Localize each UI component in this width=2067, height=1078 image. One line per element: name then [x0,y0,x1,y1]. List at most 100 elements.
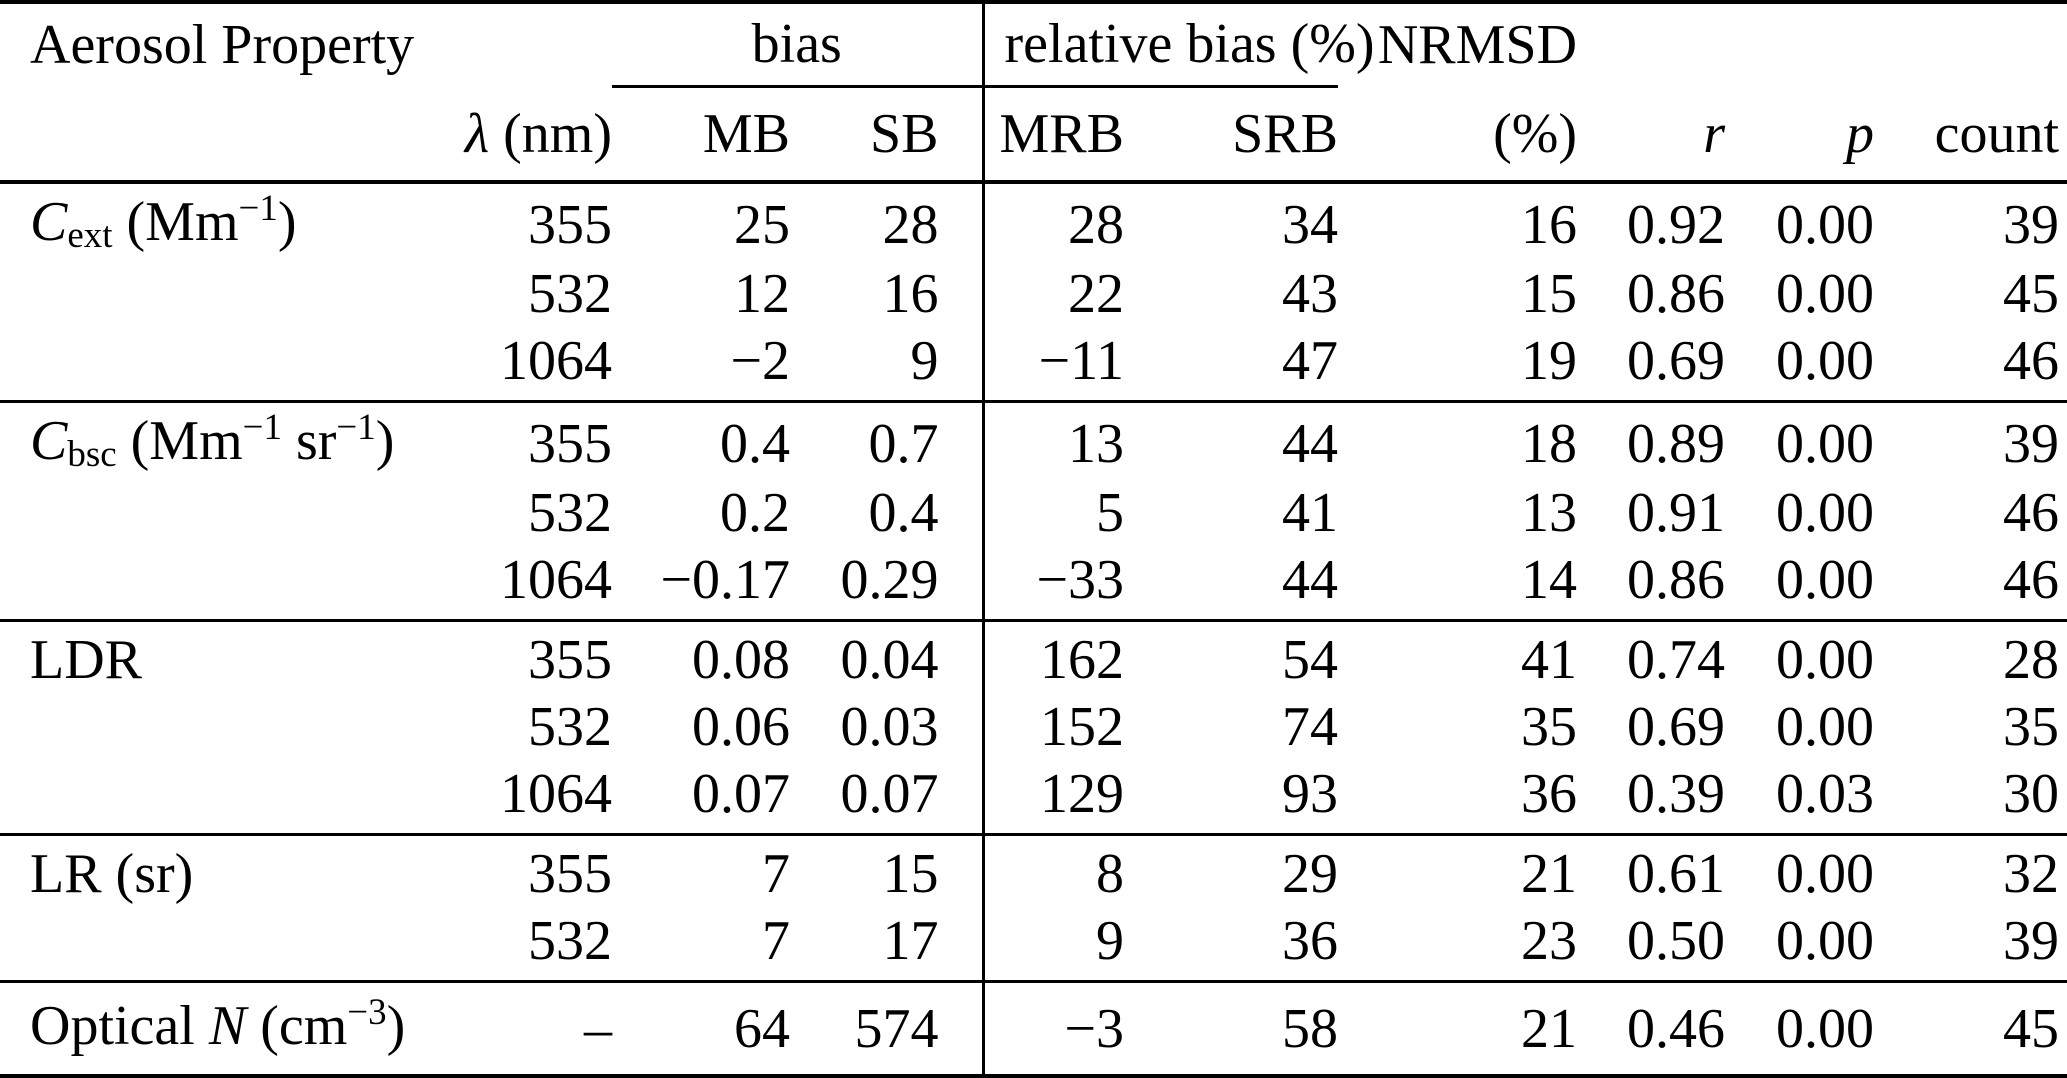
cell-mb: −0.17 [660,549,790,611]
property-spacer [0,908,440,982]
cell-count: 46 [2003,482,2060,544]
cell-count: 39 [2003,412,2060,475]
cell-mrb: 28 [981,182,1124,261]
text-segment: sr [281,410,337,472]
col-header-nrmsd-pct: (%) [1338,86,1578,184]
cell-mb: 0.06 [692,696,790,758]
cell-mb: 7 [762,843,790,905]
cell-mb: 25 [734,193,790,256]
cell-r: 0.39 [1627,763,1726,825]
cell-lambda: 355 [528,843,612,905]
cell-count: 30 [2003,763,2060,825]
subscript-text: bsc [67,432,117,474]
cell-srb: 93 [1282,763,1339,825]
property-label: Cext (Mm−1) [0,182,440,261]
cell-p: 0.00 [1776,549,1875,611]
property-label: Cbsc (Mm−1 sr−1) [0,402,440,481]
cell-mrb: −11 [981,328,1124,402]
cell-mb: 0.2 [720,482,790,544]
table-row: Optical N (cm−3) –64 574 −3 58 21 0.46 0.00 45 [0,981,2067,1076]
cell-count: 39 [2003,910,2060,972]
cell-r: 0.86 [1627,549,1726,611]
cell-p: 0.00 [1776,843,1875,905]
cell-mb: 7 [762,910,790,972]
cell-sb: 0.7 [868,412,939,475]
header-spacer [1874,2,2067,86]
cell-lambda: – [584,997,612,1060]
text-segment: ) [375,410,395,472]
cell-r: 0.50 [1627,910,1726,972]
cell-srb: 43 [1282,263,1339,325]
cell-count: 45 [2003,263,2060,325]
superscript-text: −1 [242,405,282,447]
cell-nrmsd_pct: 15 [1521,263,1578,325]
col-header-mrb: MRB [981,86,1124,184]
cell-count: 39 [2003,193,2060,256]
cell-mrb: 129 [981,761,1124,835]
property-spacer [0,761,440,835]
cell-mrb: −33 [981,547,1124,621]
cell-lambda: 532 [528,482,612,544]
cell-nrmsd_pct: 36 [1521,763,1578,825]
cell-nrmsd_pct: 21 [1521,997,1578,1060]
text-segment: λ [464,103,490,165]
cell-nrmsd_pct: 35 [1521,696,1578,758]
cell-p: 0.00 [1776,997,1875,1060]
group-lr: LR (sr) 355 7 15 8 29 21 0.61 0.00 32 532 7 17 9 36 23 0… [0,834,2067,982]
cell-srb: 34 [1282,193,1339,256]
header-bias: bias [612,2,983,88]
cell-lambda: 1064 [500,763,612,825]
cell-nrmsd_pct: 14 [1521,549,1578,611]
cell-lambda: 355 [528,412,612,475]
cell-srb: 47 [1282,330,1339,392]
cell-nrmsd_pct: 19 [1521,330,1578,392]
text-segment: (Mm [112,191,239,253]
cell-mrb: 152 [981,694,1124,761]
cell-p: 0.00 [1776,482,1875,544]
table-row: 1064 −2 9 −11 47 19 0.69 0.00 46 [0,328,2067,402]
table-row: 1064 0.07 0.07 129 93 36 0.39 0.03 30 [0,761,2067,835]
cell-mb: −2 [730,330,790,392]
text-segment: ) [386,995,406,1057]
cell-lambda: 1064 [500,549,612,611]
cell-mb: 0.4 [720,412,790,475]
text-segment: (cm [246,995,348,1057]
col-header-p: p [1725,86,1875,184]
cell-mrb: 5 [981,480,1124,547]
text-segment: (Mm [116,410,243,472]
header-relative-bias: relative bias (%) [981,2,1375,88]
cell-r: 0.69 [1627,330,1726,392]
table-row: 532 12 16 22 43 15 0.86 0.00 45 [0,261,2067,328]
column-header-row: λ (nm) MB SB MRB SRB (%) r p count [0,86,2067,184]
cell-r: 0.74 [1627,629,1726,691]
cell-mb: 12 [734,263,790,325]
cell-sb: 0.29 [840,549,939,611]
cell-mrb: 8 [981,834,1124,908]
cell-sb: 16 [882,263,939,325]
cell-sb: 0.04 [840,629,939,691]
cell-lambda: 355 [528,193,612,256]
cell-sb: 9 [910,330,939,392]
cell-srb: 29 [1282,843,1339,905]
cell-mrb: 9 [981,908,1124,982]
cell-nrmsd_pct: 18 [1521,412,1578,475]
superscript-text: −1 [238,186,278,228]
cell-p: 0.00 [1776,412,1875,475]
superscript-text: −3 [347,990,387,1032]
cell-r: 0.91 [1627,482,1726,544]
subscript-text: ext [67,213,113,255]
cell-lambda: 532 [528,263,612,325]
cell-srb: 54 [1282,629,1339,691]
property-spacer [0,547,440,621]
property-spacer [0,480,440,547]
table-row: 1064 −0.17 0.29 −33 44 14 0.86 0.00 46 [0,547,2067,621]
text-segment: LR (sr) [30,843,194,905]
cell-r: 0.92 [1627,193,1726,256]
table-row: Cext (Mm−1) 355 25 28 28 34 16 0.92 0.00 39 [0,182,2067,261]
cell-sb: 15 [882,843,939,905]
cell-srb: 41 [1282,482,1339,544]
cell-lambda: 355 [528,629,612,691]
cell-p: 0.00 [1776,330,1875,392]
